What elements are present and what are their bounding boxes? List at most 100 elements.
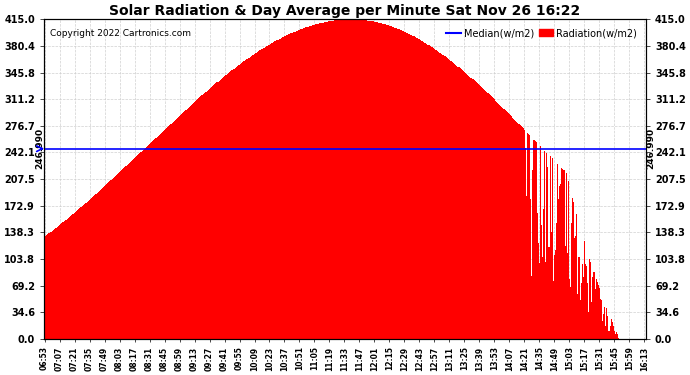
Bar	[252, 56, 253, 339]
Bar	[207, 91, 208, 339]
Bar	[543, 209, 544, 339]
Bar	[424, 43, 425, 339]
Bar	[146, 147, 147, 339]
Bar	[471, 78, 473, 339]
Bar	[477, 84, 479, 339]
Bar	[89, 200, 90, 339]
Bar	[544, 151, 545, 339]
Bar	[115, 176, 116, 339]
Bar	[205, 93, 206, 339]
Bar	[268, 45, 269, 339]
Bar	[378, 22, 380, 339]
Bar	[225, 75, 226, 339]
Bar	[545, 262, 546, 339]
Bar	[460, 68, 461, 339]
Bar	[363, 20, 364, 339]
Bar	[257, 52, 258, 339]
Bar	[349, 20, 351, 339]
Bar	[273, 42, 275, 339]
Bar	[607, 316, 609, 339]
Bar	[104, 186, 105, 339]
Bar	[70, 216, 71, 339]
Bar	[149, 144, 150, 339]
Bar	[119, 172, 120, 339]
Bar	[433, 48, 434, 339]
Bar	[590, 262, 591, 339]
Text: 246.990: 246.990	[646, 128, 655, 169]
Bar	[584, 241, 585, 339]
Bar	[139, 153, 141, 339]
Bar	[227, 74, 228, 339]
Bar	[560, 184, 562, 339]
Bar	[395, 28, 396, 339]
Bar	[591, 302, 593, 339]
Bar	[493, 98, 494, 339]
Bar	[345, 20, 346, 339]
Bar	[380, 23, 382, 339]
Bar	[549, 156, 551, 339]
Bar	[97, 192, 99, 339]
Bar	[199, 97, 200, 339]
Bar	[163, 131, 164, 339]
Bar	[190, 106, 191, 339]
Bar	[537, 213, 538, 339]
Bar	[159, 134, 161, 339]
Bar	[490, 95, 491, 339]
Bar	[598, 285, 599, 339]
Bar	[174, 121, 175, 339]
Bar	[442, 55, 444, 339]
Bar	[384, 24, 386, 339]
Bar	[475, 82, 477, 339]
Bar	[371, 21, 372, 339]
Bar	[165, 129, 166, 339]
Bar	[614, 331, 615, 339]
Bar	[566, 253, 568, 339]
Bar	[341, 20, 342, 339]
Bar	[318, 24, 319, 339]
Bar	[81, 206, 83, 339]
Bar	[514, 120, 515, 339]
Bar	[499, 105, 500, 339]
Bar	[365, 20, 366, 339]
Bar	[613, 326, 614, 339]
Bar	[357, 20, 358, 339]
Bar	[506, 112, 508, 339]
Bar	[289, 34, 290, 339]
Bar	[502, 108, 504, 339]
Bar	[201, 95, 203, 339]
Bar	[303, 28, 304, 339]
Bar	[208, 90, 209, 339]
Bar	[509, 114, 510, 339]
Bar	[182, 113, 184, 339]
Bar	[324, 22, 325, 339]
Bar	[539, 263, 540, 339]
Bar	[611, 322, 613, 339]
Bar	[144, 149, 145, 339]
Bar	[62, 222, 63, 339]
Bar	[69, 217, 70, 339]
Bar	[422, 41, 423, 339]
Bar	[617, 334, 618, 339]
Bar	[603, 314, 604, 339]
Bar	[344, 20, 345, 339]
Bar	[264, 48, 265, 339]
Bar	[327, 22, 328, 339]
Bar	[296, 31, 297, 339]
Bar	[437, 51, 438, 339]
Bar	[270, 44, 271, 339]
Text: Copyright 2022 Cartronics.com: Copyright 2022 Cartronics.com	[50, 29, 191, 38]
Bar	[504, 110, 506, 339]
Bar	[88, 201, 89, 339]
Bar	[256, 53, 257, 339]
Bar	[618, 338, 619, 339]
Bar	[181, 114, 182, 339]
Bar	[368, 21, 370, 339]
Bar	[269, 45, 270, 339]
Bar	[372, 21, 373, 339]
Bar	[334, 21, 335, 339]
Bar	[262, 48, 264, 339]
Bar	[90, 199, 91, 339]
Bar	[293, 33, 294, 339]
Bar	[547, 167, 549, 339]
Bar	[386, 25, 387, 339]
